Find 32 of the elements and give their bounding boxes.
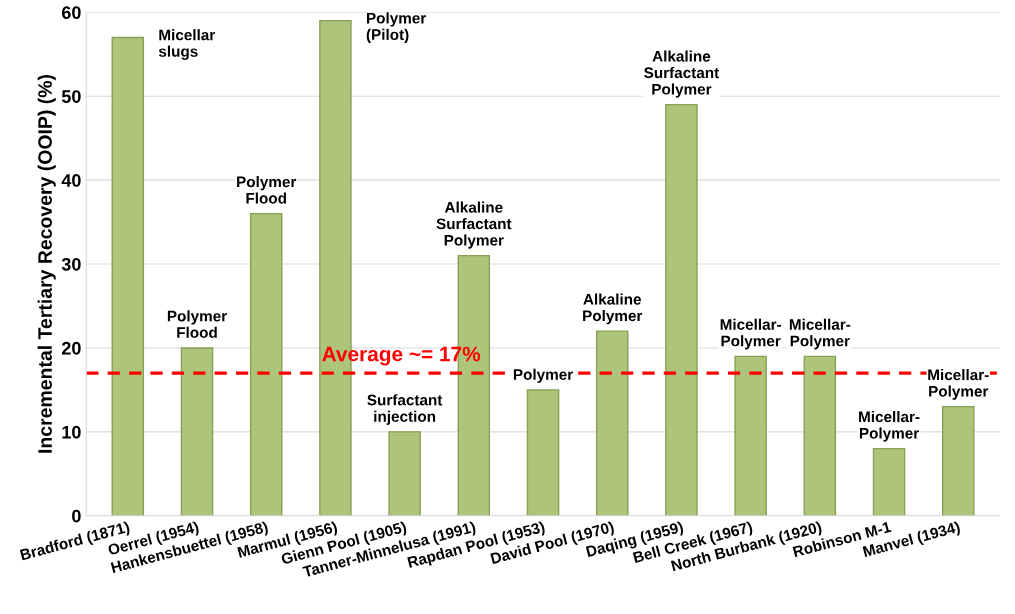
annotation: Polymer Flood: [167, 310, 227, 338]
bar: [595, 330, 629, 516]
annotation: Micellar- Polymer: [789, 318, 851, 350]
y-tick-label: 10: [62, 425, 81, 439]
annotation: Polymer (Pilot): [366, 12, 427, 44]
bar: [388, 431, 421, 516]
annotation: Polymer: [513, 368, 573, 383]
bar: [734, 355, 767, 516]
bar: [803, 355, 837, 516]
annotation: Micellar- Polymer: [720, 318, 782, 350]
annotation: Micellar slugs: [158, 29, 216, 60]
annotation: Polymer Flood: [237, 176, 297, 204]
bar: [526, 389, 560, 516]
y-axis-title: Incremental Tertiary Recovery (OOIP) (%): [37, 74, 56, 453]
annotation: Alkaline Polymer: [583, 293, 643, 325]
annotation: Micellar- Polymer: [859, 410, 920, 442]
bar: [665, 103, 698, 516]
bar: [872, 447, 906, 516]
y-tick-label: 40: [61, 174, 81, 187]
annotation: Alkaline Surfactant Polymer: [644, 50, 720, 98]
annotation: Micellar- Polymer: [928, 369, 989, 400]
bar: [941, 405, 975, 516]
annotation: Alkaline Surfactant Polymer: [436, 201, 512, 249]
annotation: Surfactant injection: [367, 394, 443, 425]
bar: [180, 347, 214, 516]
bar: [249, 212, 283, 516]
y-tick-label: 50: [61, 90, 81, 103]
y-tick-label: 20: [61, 341, 81, 355]
bar: [111, 36, 145, 516]
y-tick-label: 30: [61, 257, 81, 271]
y-tick-label: 60: [61, 6, 81, 19]
y-tick-label: 0: [72, 509, 81, 523]
